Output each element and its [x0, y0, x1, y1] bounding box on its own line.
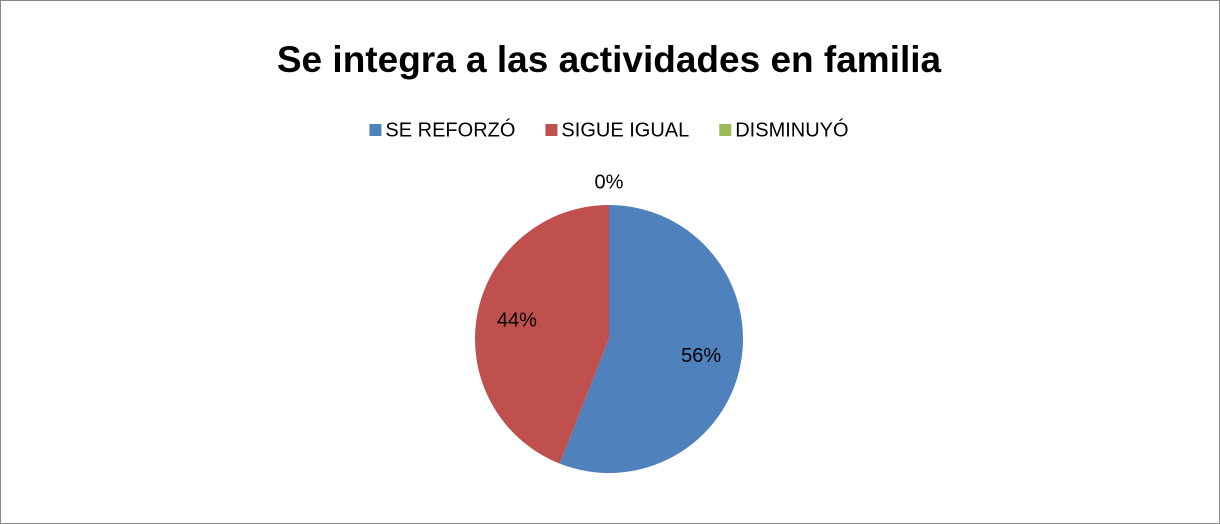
legend: SE REFORZÓ SIGUE IGUAL DISMINUYÓ	[369, 118, 849, 141]
pie-slice	[559, 205, 743, 474]
chart-title: Se integra a las actividades en familia	[277, 39, 942, 80]
data-label: 56%	[681, 345, 721, 367]
legend-swatch	[369, 124, 382, 136]
data-label: 0%	[595, 171, 624, 193]
pie-slice	[475, 205, 609, 464]
legend-label: DISMINUYÓ	[735, 118, 848, 141]
legend-swatch	[545, 124, 558, 136]
legend-swatch	[719, 124, 732, 136]
data-label: 44%	[497, 310, 537, 332]
legend-label: SE REFORZÓ	[385, 118, 515, 141]
legend-label: SIGUE IGUAL	[561, 119, 689, 141]
